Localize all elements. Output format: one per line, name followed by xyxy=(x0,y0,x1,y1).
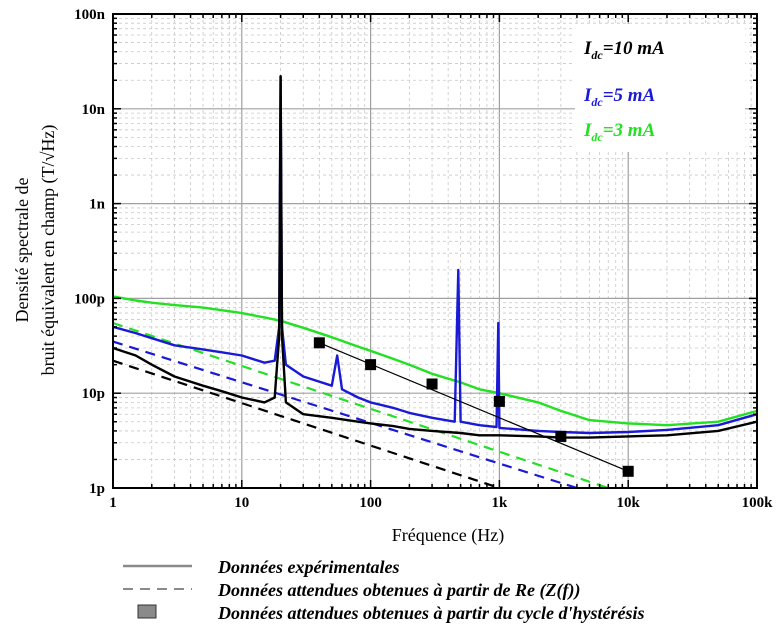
legend-symbol-square xyxy=(137,604,157,619)
series-annotation-label: Idc=3 mA xyxy=(583,120,655,144)
x-tick-label: 10k xyxy=(617,495,641,511)
data-marker-square xyxy=(313,337,325,349)
data-marker-square xyxy=(622,465,634,477)
legend-label-hysteresis: Données attendues obtenues à partir du c… xyxy=(217,603,645,623)
y-axis-title-line2: bruit équivalent en champ (T/√Hz) xyxy=(38,125,59,376)
data-marker-square xyxy=(365,359,377,371)
y-tick-label: 1p xyxy=(89,481,105,497)
x-tick-label: 10 xyxy=(234,495,249,511)
plot-frame xyxy=(112,13,758,489)
y-tick-label: 100n xyxy=(74,7,106,23)
x-tick-label: 1 xyxy=(109,495,117,511)
x-tick-label: 100k xyxy=(742,495,774,511)
legend-label-re-z: Données attendues obtenues à partir de R… xyxy=(217,580,580,601)
x-tick-label: 1k xyxy=(491,495,508,511)
series-group xyxy=(113,75,757,488)
series-annotation-label: Idc=10 mA xyxy=(583,38,665,62)
legend-label-experimental: Données expérimentales xyxy=(217,557,400,577)
series-line-1-solid xyxy=(113,75,757,435)
x-axis-title: Fréquence (Hz) xyxy=(392,525,504,546)
series-clip-group xyxy=(113,75,757,488)
data-marker-square xyxy=(555,430,567,442)
series-annotations: Idc=10 mA Idc=5 mA Idc=3 mA xyxy=(575,24,745,152)
y-tick-label: 10p xyxy=(82,386,105,402)
y-axis-title-line1: Densité spectrale de xyxy=(12,178,32,323)
y-tick-label: 1n xyxy=(89,197,106,213)
plot-border xyxy=(112,13,758,489)
y-tick-label: 10n xyxy=(82,102,106,118)
annotation-box xyxy=(575,24,745,152)
x-tick-label: 100 xyxy=(359,495,382,511)
series-annotation-label: Idc=5 mA xyxy=(583,85,655,109)
series-line-5-dashed xyxy=(113,321,609,488)
data-marker-square xyxy=(493,395,505,407)
series-line-2-solid xyxy=(113,295,757,427)
data-marker-square xyxy=(426,378,438,390)
legend: Données expérimentales Données attendues… xyxy=(123,557,645,623)
series-line-4-dashed xyxy=(113,340,578,488)
y-tick-label: 100p xyxy=(74,291,105,307)
tick-labels: 1 10 100 1k 10k 100k 1p 10p 100p 1n 10n 100n xyxy=(74,7,773,511)
